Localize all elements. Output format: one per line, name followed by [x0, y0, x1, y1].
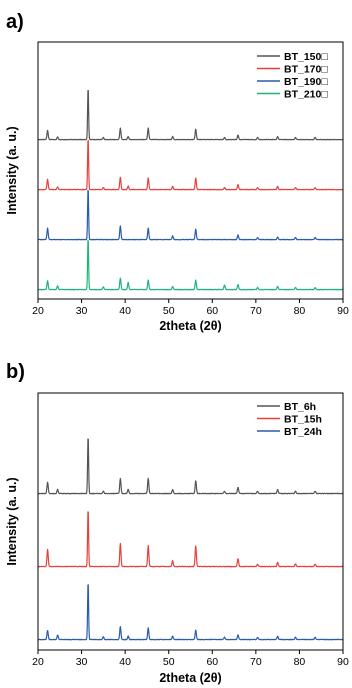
- series-line-1: [37, 89, 344, 141]
- panel-label: a): [6, 11, 24, 33]
- x-tick-label: 60: [206, 305, 218, 317]
- legend-entry: BT_6h: [284, 401, 316, 413]
- legend-entry: BT_15h: [284, 413, 322, 425]
- legend-entry: BT_24h: [284, 426, 322, 438]
- x-tick-label: 40: [119, 305, 131, 317]
- x-tick-label: 70: [250, 305, 262, 317]
- y-axis-label: Intensity (a. u.): [5, 126, 19, 214]
- x-tick-label: 60: [206, 656, 218, 668]
- series-line-2: [38, 139, 343, 191]
- x-tick-label: 90: [337, 656, 349, 668]
- legend-entry: BT_150□: [284, 51, 328, 63]
- series-line-3: [38, 189, 343, 241]
- x-tick-label: 80: [294, 305, 306, 317]
- x-axis-label: 2theta (2θ): [159, 671, 221, 685]
- series-line-2: [37, 511, 343, 568]
- panel-label: b): [6, 361, 25, 383]
- x-tick-label: 30: [76, 305, 88, 317]
- legend-entry: BT_190□: [284, 76, 328, 88]
- x-tick-label: 30: [76, 656, 88, 668]
- legend-entry: BT_210□: [284, 88, 328, 100]
- x-tick-label: 40: [119, 656, 131, 668]
- x-axis-label: 2theta (2θ): [159, 319, 221, 333]
- panel-b: b) 20 30 40 50 60 70 80 90 2theta (2θ) Intensity (…: [5, 361, 349, 685]
- x-tick-label: 50: [163, 305, 175, 317]
- legend-entry: BT_170□: [284, 63, 328, 75]
- series-line-3: [37, 584, 343, 641]
- series-line-4: [38, 240, 343, 291]
- x-tick-label: 50: [163, 656, 175, 668]
- x-tick-label: 90: [337, 305, 349, 317]
- plot-frame: [37, 392, 344, 651]
- series-line-1: [38, 438, 343, 495]
- x-tick-label: 20: [32, 656, 44, 668]
- x-tick-label: 70: [250, 656, 262, 668]
- x-tick-label: 20: [32, 305, 44, 317]
- y-axis-label: Intensity (a. u.): [5, 477, 19, 565]
- panel-a: a) 20 30 40 50 60 70 80 90 2theta (2θ) Intensity (…: [5, 11, 349, 333]
- plot-frame: [37, 41, 344, 300]
- x-tick-label: 80: [294, 656, 306, 668]
